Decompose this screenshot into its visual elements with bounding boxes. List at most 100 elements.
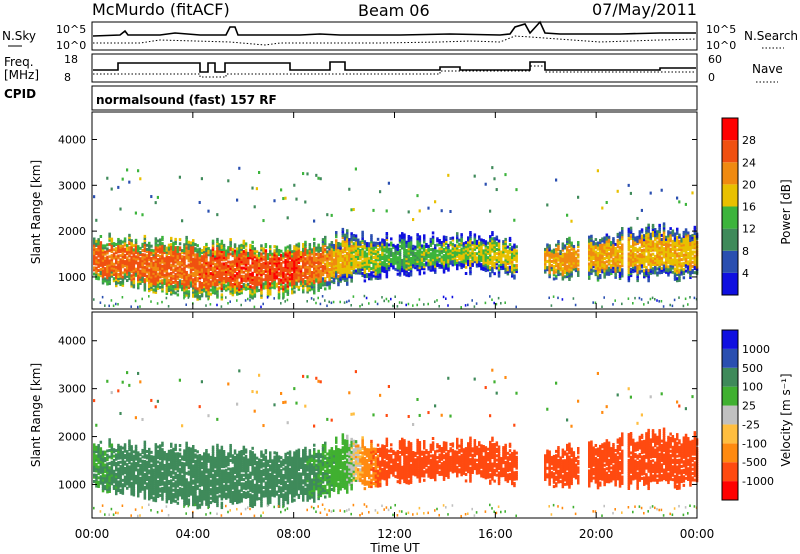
- range-cell: [209, 263, 213, 267]
- range-cell: [684, 259, 688, 263]
- range-cell: [394, 267, 397, 271]
- range-cell: [401, 269, 404, 273]
- range-cell: [231, 254, 235, 258]
- range-cell: [192, 278, 195, 282]
- range-cell: [339, 279, 342, 283]
- range-cell: [328, 261, 331, 265]
- range-cell: [222, 264, 226, 268]
- range-cell: [222, 243, 226, 247]
- range-cell: [141, 261, 144, 265]
- range-cell: [409, 273, 413, 277]
- range-cell: [607, 266, 611, 270]
- range-cell: [110, 187, 113, 191]
- range-cell: [616, 263, 620, 267]
- range-cell: [178, 281, 182, 285]
- range-cell: [95, 445, 98, 449]
- range-cell: [339, 271, 342, 275]
- range-cell: [128, 240, 131, 244]
- range-cell: [240, 285, 243, 289]
- y-tick-label: 3000: [58, 179, 86, 192]
- range-cell: [671, 254, 675, 258]
- range-cell: [348, 258, 351, 262]
- range-cell: [295, 268, 298, 272]
- range-cell: [502, 242, 505, 246]
- range-cell: [247, 251, 250, 255]
- range-cell: [486, 266, 490, 270]
- range-cell: [196, 287, 199, 291]
- range-cell: [99, 234, 103, 238]
- range-cell: [148, 254, 151, 258]
- range-cell: [297, 244, 301, 248]
- range-cell: [601, 237, 604, 241]
- range-cell: [627, 256, 631, 260]
- range-cell: [651, 234, 655, 238]
- range-cell: [233, 282, 237, 286]
- range-cell: [431, 258, 435, 262]
- range-cell: [396, 258, 400, 262]
- range-cell: [629, 272, 633, 276]
- range-cell: [673, 238, 677, 242]
- freq-line: [93, 61, 696, 73]
- range-cell: [665, 237, 668, 241]
- range-cell: [236, 282, 239, 286]
- range-cell: [242, 252, 246, 256]
- range-cell: [568, 257, 571, 261]
- range-cell: [317, 274, 320, 278]
- range-cell: [676, 277, 679, 281]
- range-cell: [205, 244, 208, 248]
- range-cell: [607, 270, 611, 274]
- range-cell: [348, 246, 351, 250]
- range-cell: [104, 469, 107, 473]
- range-cell: [253, 267, 257, 271]
- range-cell: [412, 251, 415, 255]
- range-cell: [297, 277, 301, 281]
- range-cell: [97, 467, 100, 471]
- range-cell: [189, 270, 193, 274]
- range-cell: [442, 268, 446, 272]
- range-cell: [194, 282, 197, 286]
- range-cell: [181, 275, 184, 279]
- range-cell: [211, 274, 215, 278]
- range-cell: [249, 279, 252, 283]
- range-cell: [275, 284, 279, 288]
- range-cell: [621, 247, 624, 251]
- range-cell: [167, 278, 171, 282]
- range-cell: [159, 267, 162, 271]
- freq-frame: [91, 53, 698, 83]
- range-cell: [299, 250, 303, 254]
- range-cell: [379, 276, 382, 280]
- range-cell: [508, 265, 512, 269]
- range-cell: [438, 259, 441, 263]
- range-cell: [225, 288, 228, 292]
- range-cell: [359, 305, 361, 308]
- range-cell: [372, 260, 375, 264]
- range-cell: [548, 258, 551, 262]
- range-cell: [207, 280, 210, 284]
- range-cell: [357, 244, 360, 248]
- range-cell: [557, 248, 560, 252]
- range-cell: [460, 259, 463, 263]
- range-cell: [379, 272, 382, 276]
- range-cell: [489, 274, 492, 278]
- range-cell: [566, 237, 569, 241]
- range-cell: [251, 273, 254, 277]
- range-cell: [691, 242, 694, 246]
- range-cell: [649, 243, 653, 247]
- range-cell: [383, 263, 386, 267]
- range-cell: [189, 282, 193, 286]
- range-cell: [348, 271, 351, 275]
- range-cell: [647, 260, 650, 264]
- range-cell: [478, 256, 481, 260]
- range-cell: [343, 260, 347, 264]
- range-cell: [218, 278, 221, 282]
- range-cell: [328, 274, 331, 278]
- range-cell: [176, 287, 180, 291]
- range-cell: [315, 277, 318, 281]
- range-cell: [112, 262, 116, 266]
- range-cell: [440, 259, 444, 263]
- range-cell: [297, 267, 301, 271]
- range-cell: [588, 252, 591, 256]
- range-cell: [240, 243, 243, 247]
- range-cell: [222, 245, 226, 249]
- range-cell: [108, 255, 111, 259]
